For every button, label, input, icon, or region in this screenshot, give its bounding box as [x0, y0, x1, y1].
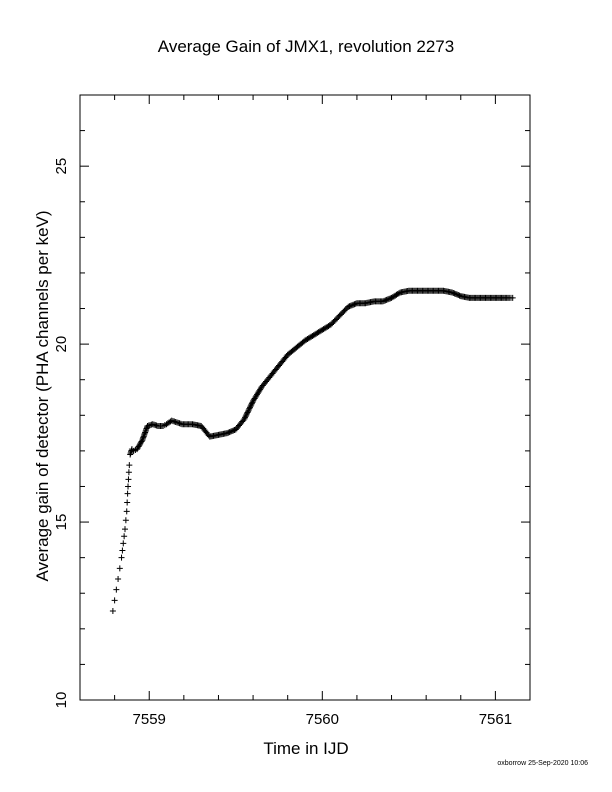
data-point: [126, 462, 133, 469]
data-point: [242, 413, 249, 420]
data-point: [244, 409, 251, 416]
data-point: [124, 490, 131, 497]
data-point: [115, 576, 122, 582]
x-tick-label: 7561: [479, 711, 512, 728]
data-point: [124, 499, 131, 506]
data-point: [121, 533, 128, 540]
y-axis-label: Average gain of detector (PHA channels p…: [33, 210, 52, 581]
data-point: [113, 586, 120, 593]
data-point: [241, 415, 248, 422]
data-point: [249, 399, 256, 406]
data-point: [120, 540, 127, 547]
data-point: [243, 410, 250, 417]
data-point: [122, 517, 129, 524]
chart-title: Average Gain of JMX1, revolution 2273: [158, 37, 454, 56]
data-points: [109, 287, 516, 615]
data-point: [138, 438, 145, 445]
data-point: [509, 294, 516, 301]
data-point: [248, 401, 255, 408]
data-point: [242, 414, 249, 421]
data-point: [125, 476, 132, 483]
data-point: [118, 554, 125, 561]
data-point: [116, 565, 123, 572]
data-point: [125, 469, 132, 476]
y-tick-label: 10: [53, 692, 70, 709]
y-tick-label: 15: [53, 514, 70, 531]
data-point: [247, 403, 254, 410]
data-point: [123, 508, 130, 515]
plot-frame: [79, 94, 531, 701]
data-point: [246, 405, 253, 412]
data-point: [246, 404, 253, 411]
y-tick-label: 20: [53, 336, 70, 353]
x-tick-label: 7559: [133, 711, 166, 728]
data-point: [245, 408, 252, 415]
data-point: [137, 439, 144, 446]
data-point: [248, 400, 255, 407]
data-point: [119, 547, 126, 554]
data-point: [111, 597, 118, 604]
data-point: [135, 443, 142, 450]
data-point: [245, 406, 252, 413]
data-point: [134, 444, 141, 451]
data-point: [137, 441, 144, 448]
axis-tick-labels: 7559 7560 7561 10 15 20 25: [53, 158, 512, 728]
data-point: [134, 446, 141, 453]
data-point: [243, 412, 250, 419]
data-point: [109, 608, 116, 615]
credit-footer: oxborrow 25-Sep-2020 10:06: [497, 760, 588, 767]
axis-ticks: [79, 94, 531, 701]
data-point: [136, 442, 143, 449]
x-axis-label: Time in IJD: [263, 739, 348, 758]
y-tick-label: 25: [53, 158, 70, 175]
data-point: [125, 483, 132, 490]
x-tick-label: 7560: [306, 711, 339, 728]
data-point: [122, 526, 128, 533]
